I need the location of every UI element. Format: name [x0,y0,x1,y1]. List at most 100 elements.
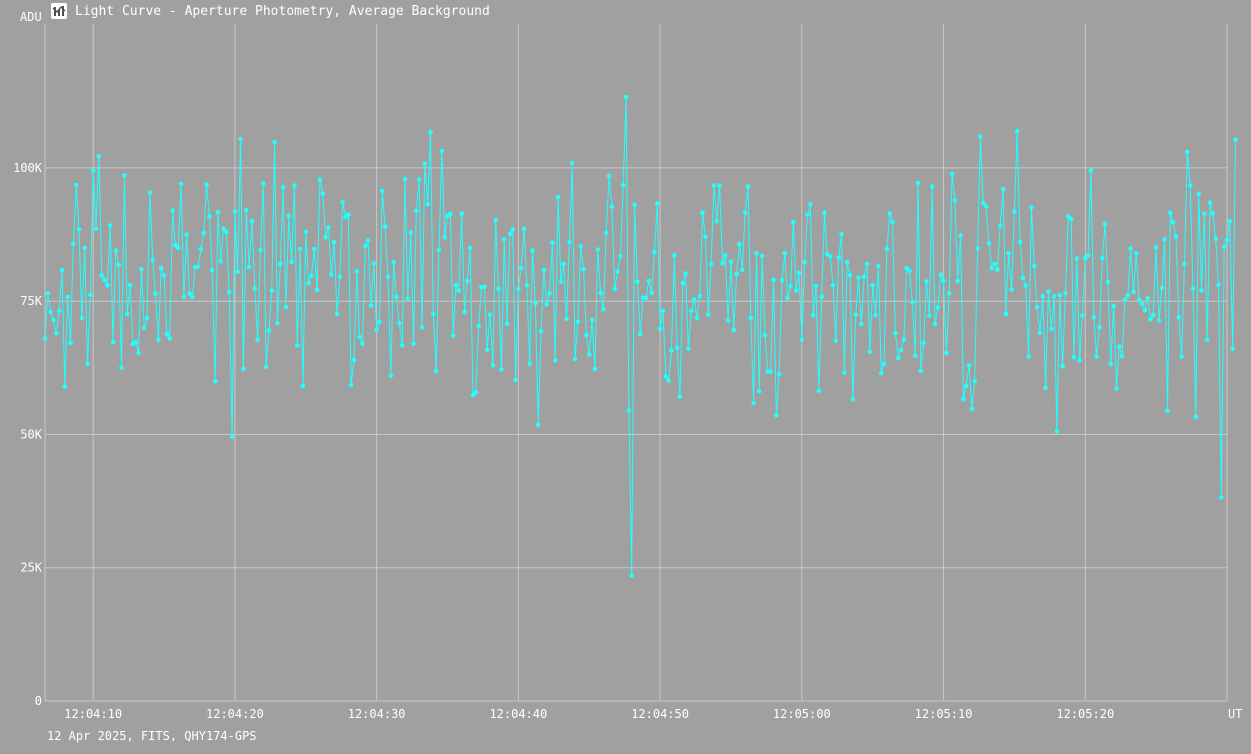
data-point [314,287,320,293]
data-point [742,210,748,215]
data-point [538,328,544,334]
data-point [799,337,805,342]
data-point [1233,137,1238,142]
data-point [340,199,345,205]
data-point [1091,314,1097,320]
data-point [419,325,425,330]
data-point [252,286,258,291]
data-point [1230,346,1235,351]
data-point [975,246,980,251]
data-point [309,273,314,278]
data-point [808,201,813,207]
data-point [442,234,448,240]
data-point [263,364,269,370]
data-point [54,330,59,336]
data-point [105,282,110,288]
data-point [266,328,272,333]
data-point [224,229,229,235]
data-point [493,217,499,223]
data-point [62,384,68,389]
data-point [864,261,870,267]
data-point [337,274,343,280]
data-point [280,184,286,190]
x-tick-label: 12:05:10 [915,707,973,721]
data-point [428,129,433,135]
data-point [122,173,127,178]
data-point [774,413,779,418]
data-point [691,297,697,302]
data-point [238,136,243,142]
data-point [740,267,745,273]
data-point [405,296,411,301]
data-point [938,272,943,277]
data-point [119,365,124,371]
data-point [666,378,671,383]
data-point [1077,358,1082,363]
data-point [986,240,992,246]
data-point [618,254,623,259]
data-point [1049,326,1054,332]
x-tick-label: 12:05:00 [773,707,831,721]
data-point [99,273,104,278]
data-point [351,357,357,363]
data-point [1134,250,1139,256]
data-point [1227,218,1233,224]
data-point [586,352,592,357]
data-point [827,254,833,259]
data-point [79,316,85,321]
data-point [235,269,240,275]
data-point [1128,246,1133,251]
data-point [1159,285,1165,291]
data-point [946,290,952,296]
data-point [603,230,609,236]
data-point [980,200,986,206]
data-point [462,309,467,315]
data-point [601,306,606,312]
data-point [595,247,600,252]
data-point [484,347,490,353]
y-tick-label: 25K [20,561,42,575]
data-point [626,408,632,413]
data-point [331,239,337,245]
data-point [1023,283,1028,289]
data-point [850,397,856,402]
data-point [190,294,195,300]
data-point [510,226,515,232]
data-point [689,308,694,314]
data-point [312,246,317,252]
data-point [606,173,612,179]
data-point [768,369,773,374]
data-point [887,210,892,216]
data-point [711,183,717,188]
footer-info: 12 Apr 2025, FITS, QHY174-GPS [47,729,257,743]
data-point [833,338,839,343]
data-point [65,294,70,300]
data-point [416,177,422,182]
data-point [141,325,147,331]
data-point [1060,363,1065,369]
data-point [657,326,663,332]
chart-title: Light Curve - Aperture Photometry, Avera… [75,4,490,19]
data-point [518,265,524,270]
data-point [844,260,850,265]
data-point [697,293,703,299]
data-point [995,267,1000,273]
data-point [972,378,977,384]
data-point [465,278,470,284]
data-point [901,337,907,342]
data-point [708,262,714,267]
light-curve-app-icon[interactable] [51,3,67,19]
data-point [326,225,331,230]
data-point [368,303,374,308]
data-point [935,305,941,310]
data-point [533,301,538,306]
data-point [555,194,561,200]
data-point [258,247,263,253]
data-point [212,378,218,384]
data-point [501,237,507,242]
data-point [507,231,513,237]
data-point [153,291,158,297]
data-point [1040,294,1046,299]
y-tick-label: 50K [20,427,42,441]
